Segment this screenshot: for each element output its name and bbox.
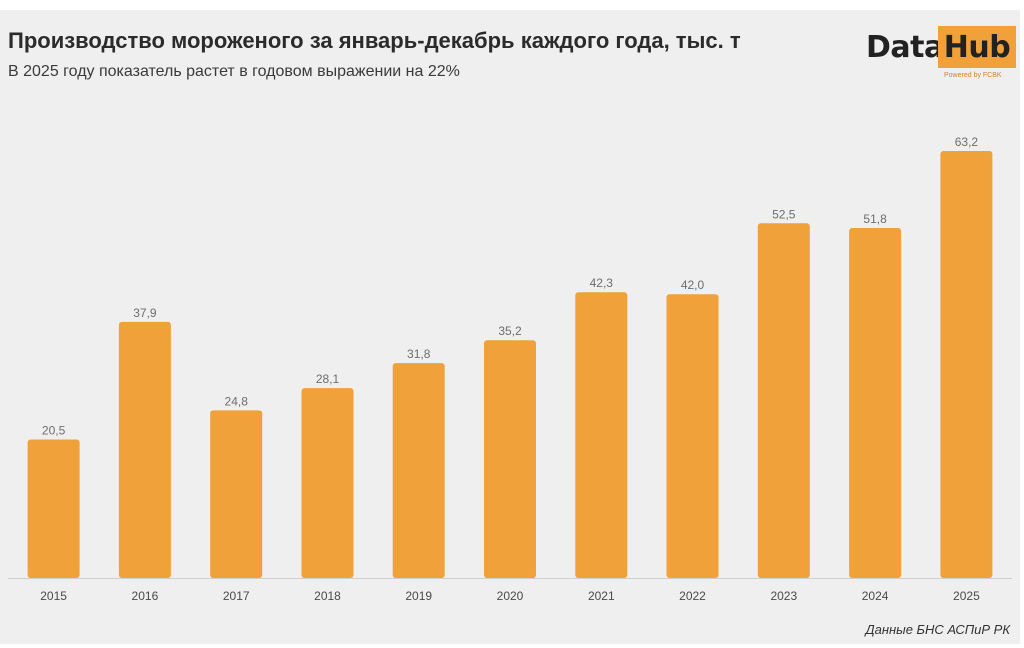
bar-value-label-2020: 35,2 [498, 324, 522, 338]
data-source-note: Данные БНС АСПиР РК [865, 622, 1010, 637]
bar-value-label-2019: 31,8 [407, 347, 431, 361]
bar-value-label-2022: 42,0 [681, 278, 705, 292]
chart-subtitle: В 2025 году показатель растет в годовом … [8, 63, 460, 80]
x-tick-label-2019: 2019 [405, 589, 432, 603]
bar-2016 [118, 321, 171, 578]
bar-2023 [757, 223, 810, 579]
top-strip [0, 0, 1024, 10]
x-tick-label-2017: 2017 [223, 589, 250, 603]
x-tick-label-2020: 2020 [497, 589, 524, 603]
bar-2017 [210, 410, 263, 578]
logo-word-data: Data [866, 30, 944, 65]
bar-2024 [849, 228, 902, 578]
bar-2015 [27, 439, 80, 578]
bar-value-label-2021: 42,3 [590, 276, 614, 290]
bar-value-label-2023: 52,5 [772, 207, 796, 221]
bar-value-label-2025: 63,2 [955, 135, 979, 149]
x-tick-label-2024: 2024 [862, 589, 889, 603]
bar-2025 [940, 151, 993, 578]
bar-value-label-2018: 28,1 [316, 372, 340, 386]
x-tick-label-2025: 2025 [953, 589, 980, 603]
datahub-logo: Data Hub Powered by FCBK [862, 24, 1022, 86]
bar-value-label-2017: 24,8 [225, 394, 249, 408]
x-tick-label-2018: 2018 [314, 589, 341, 603]
x-tick-label-2023: 2023 [770, 589, 797, 603]
x-tick-label-2015: 2015 [40, 589, 67, 603]
bar-value-label-2024: 51,8 [863, 212, 887, 226]
bar-value-label-2015: 20,5 [42, 424, 66, 438]
bar-2019 [392, 363, 445, 578]
x-tick-label-2021: 2021 [588, 589, 615, 603]
chart-title: Производство мороженого за январь-декабр… [8, 28, 741, 53]
x-tick-label-2022: 2022 [679, 589, 706, 603]
bar-2020 [484, 340, 536, 578]
x-tick-label-2016: 2016 [132, 589, 159, 603]
bars-group [27, 151, 993, 579]
bar-2018 [301, 388, 354, 578]
labels-group: 20,5 2015 37,9 2016 24,8 2017 28,1 2018 31,8 2019… [40, 135, 980, 603]
bar-value-label-2016: 37,9 [133, 306, 157, 320]
logo-powered-by: Powered by FCBK [944, 72, 1002, 79]
bar-2021 [575, 292, 628, 578]
logo-word-hub: Hub [938, 26, 1016, 68]
bar-2022 [666, 294, 719, 578]
